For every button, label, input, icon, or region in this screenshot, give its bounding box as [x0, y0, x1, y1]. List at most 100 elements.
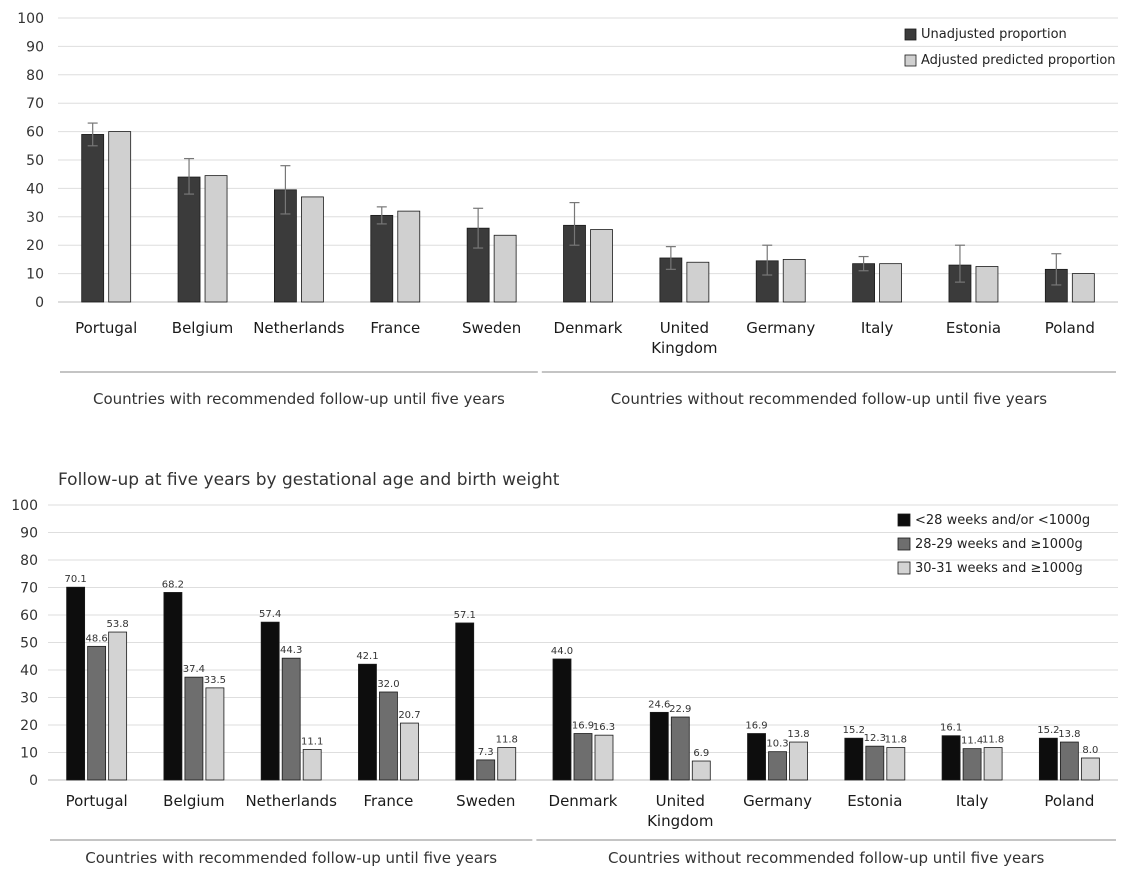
- bar: [975, 266, 999, 303]
- bar: [594, 734, 614, 781]
- bar: [789, 741, 808, 781]
- bar: [844, 737, 864, 781]
- bar: [370, 214, 394, 303]
- data-label: 15.2: [843, 725, 865, 736]
- x-tick-label: Estonia: [946, 319, 1001, 337]
- data-label: 11.1: [301, 736, 323, 747]
- bar: [358, 663, 377, 781]
- x-tick-label: Estonia: [847, 792, 902, 810]
- bar: [379, 691, 398, 781]
- x-tick-label: Sweden: [456, 792, 515, 810]
- legend-entry: 28-29 weeks and ≥1000g: [915, 537, 1083, 552]
- x-tick-label: Kingdom: [651, 339, 717, 357]
- data-label: 13.8: [787, 729, 809, 740]
- x-tick-label: France: [370, 319, 420, 337]
- data-label: 44.3: [280, 645, 302, 656]
- data-label: 48.6: [86, 633, 108, 644]
- bar: [886, 747, 906, 781]
- legend-swatch: [904, 28, 917, 41]
- bar: [1071, 273, 1095, 303]
- data-label: 33.5: [204, 675, 226, 686]
- y-tick-label: 0: [35, 295, 44, 311]
- chart-unadjusted-vs-adjusted: 0 10 20 30 40 50 60 70 80 90 100 Portugal Belgium Net…: [17, 11, 1118, 408]
- y-tick-label: 20: [26, 238, 44, 254]
- bar: [691, 760, 711, 781]
- bar: [205, 687, 225, 781]
- bar: [782, 258, 806, 303]
- data-label: 57.4: [259, 609, 281, 620]
- bar: [260, 621, 280, 781]
- y-tick-label: 30: [20, 691, 38, 707]
- x-tick-label: Denmark: [549, 792, 618, 810]
- x-tick-label: United: [656, 792, 705, 810]
- chart-follow-up-by-gestational-age: Follow-up at five years by gestational a…: [11, 470, 1118, 867]
- bar: [1038, 737, 1058, 781]
- legend-swatch: [897, 537, 911, 551]
- y-tick-label: 100: [11, 498, 38, 514]
- bar: [281, 657, 301, 781]
- data-label: 70.1: [65, 574, 87, 585]
- data-label: 42.1: [356, 651, 378, 662]
- y-tick-label: 70: [26, 96, 44, 112]
- bar: [1080, 757, 1100, 781]
- y-tick-label: 90: [20, 526, 38, 542]
- data-label: 16.3: [593, 722, 615, 733]
- x-tick-label: Belgium: [163, 792, 225, 810]
- bar: [552, 658, 572, 781]
- bar: [66, 586, 86, 781]
- y-tick-label: 90: [26, 39, 44, 55]
- bar: [493, 234, 517, 303]
- y-tick-label: 10: [26, 267, 44, 283]
- x-tick-label: Poland: [1045, 319, 1095, 337]
- bar: [1059, 741, 1079, 781]
- x-tick-label: Netherlands: [253, 319, 345, 337]
- bar: [962, 748, 982, 781]
- x-tick-label: Belgium: [172, 319, 234, 337]
- data-label: 11.4: [961, 736, 983, 747]
- data-label: 20.7: [398, 710, 420, 721]
- x-tick-label: France: [364, 792, 414, 810]
- y-tick-label: 50: [26, 153, 44, 169]
- bar: [108, 631, 128, 781]
- x-tick-label: Netherlands: [245, 792, 337, 810]
- group-label: Countries without recommended follow-up …: [611, 390, 1048, 408]
- data-label: 16.1: [940, 723, 962, 734]
- data-label: 16.9: [745, 721, 767, 732]
- data-label: 11.8: [496, 735, 518, 746]
- y-tick-label: 100: [17, 11, 44, 27]
- x-tick-label: Poland: [1044, 792, 1094, 810]
- data-label: 7.3: [478, 747, 494, 758]
- bar: [768, 751, 787, 781]
- bar: [865, 745, 885, 781]
- bar: [81, 134, 105, 303]
- legend-entry: Unadjusted proportion: [921, 27, 1067, 42]
- data-label: 32.0: [377, 679, 399, 690]
- y-tick-label: 80: [20, 553, 38, 569]
- data-label: 44.0: [551, 646, 573, 657]
- y-tick-label: 30: [26, 210, 44, 226]
- data-label: 37.4: [183, 664, 205, 675]
- data-label: 13.8: [1058, 729, 1080, 740]
- bar: [670, 716, 690, 781]
- bar: [983, 747, 1003, 781]
- legend-entry: Adjusted predicted proportion: [921, 53, 1116, 68]
- legend-entry: <28 weeks and/or <1000g: [915, 513, 1090, 528]
- bar: [302, 749, 322, 781]
- data-label: 8.0: [1082, 745, 1098, 756]
- x-tick-label: Germany: [743, 792, 812, 810]
- bar: [400, 722, 419, 781]
- data-label: 6.9: [693, 748, 709, 759]
- y-tick-label: 10: [20, 746, 38, 762]
- data-label: 57.1: [454, 610, 476, 621]
- x-tick-label: United: [660, 319, 709, 337]
- data-label: 24.6: [648, 699, 670, 710]
- x-tick-label: Denmark: [554, 319, 623, 337]
- bar: [941, 735, 961, 781]
- y-tick-label: 80: [26, 68, 44, 84]
- x-tick-label: Germany: [746, 319, 815, 337]
- data-label: 53.8: [107, 619, 129, 630]
- bar: [204, 175, 228, 303]
- y-tick-label: 50: [20, 636, 38, 652]
- data-label: 22.9: [669, 704, 691, 715]
- data-label: 11.8: [982, 735, 1004, 746]
